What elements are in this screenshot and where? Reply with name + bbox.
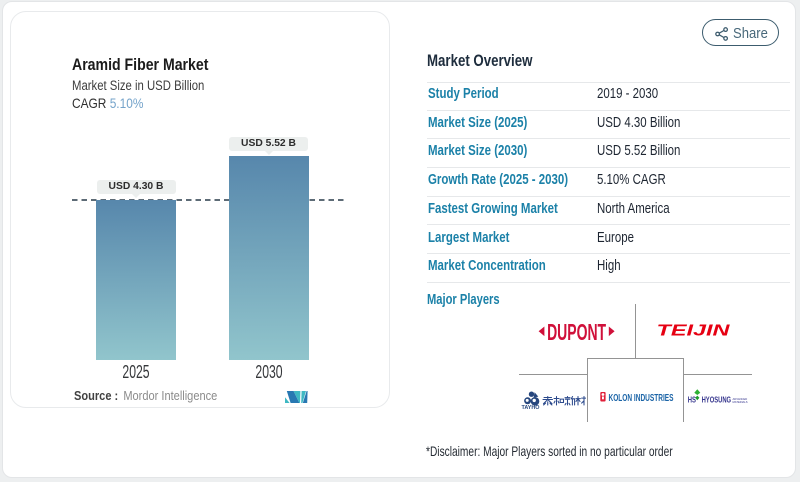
svg-text:TAYHO: TAYHO — [522, 404, 540, 409]
svg-text:DUPONT: DUPONT — [547, 319, 606, 342]
svg-text:ADVANCED: ADVANCED — [733, 396, 748, 400]
svg-text:MATERIALS: MATERIALS — [733, 399, 748, 403]
svg-text:HYOSUNG: HYOSUNG — [702, 395, 732, 404]
svg-text:KOLON INDUSTRIES: KOLON INDUSTRIES — [609, 392, 674, 404]
svg-text:HS: HS — [688, 395, 696, 404]
svg-text:TEIJIN: TEIJIN — [657, 323, 731, 340]
